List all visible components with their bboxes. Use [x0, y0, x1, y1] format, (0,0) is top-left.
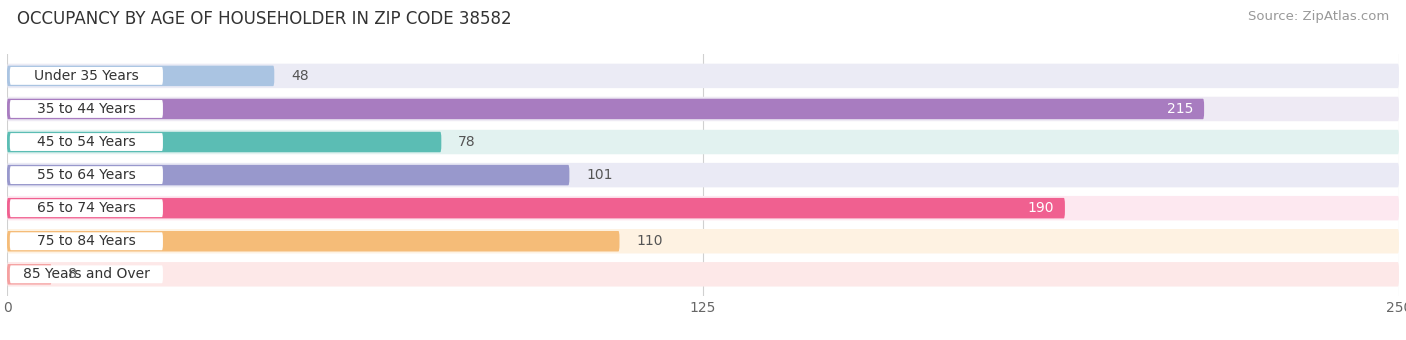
Text: 85 Years and Over: 85 Years and Over [22, 267, 150, 281]
Text: 101: 101 [586, 168, 613, 182]
FancyBboxPatch shape [7, 130, 1399, 154]
FancyBboxPatch shape [10, 232, 163, 250]
FancyBboxPatch shape [7, 97, 1399, 121]
FancyBboxPatch shape [7, 132, 441, 152]
FancyBboxPatch shape [10, 100, 163, 118]
Text: 65 to 74 Years: 65 to 74 Years [37, 201, 136, 215]
Text: 110: 110 [636, 234, 662, 248]
FancyBboxPatch shape [10, 166, 163, 184]
Text: 190: 190 [1028, 201, 1053, 215]
FancyBboxPatch shape [7, 262, 1399, 287]
FancyBboxPatch shape [10, 199, 163, 217]
FancyBboxPatch shape [7, 99, 1204, 119]
Text: Source: ZipAtlas.com: Source: ZipAtlas.com [1249, 10, 1389, 23]
Text: OCCUPANCY BY AGE OF HOUSEHOLDER IN ZIP CODE 38582: OCCUPANCY BY AGE OF HOUSEHOLDER IN ZIP C… [17, 10, 512, 28]
Text: 75 to 84 Years: 75 to 84 Years [37, 234, 136, 248]
Text: 45 to 54 Years: 45 to 54 Years [37, 135, 136, 149]
FancyBboxPatch shape [7, 229, 1399, 254]
Text: 55 to 64 Years: 55 to 64 Years [37, 168, 136, 182]
FancyBboxPatch shape [7, 196, 1399, 220]
Text: 78: 78 [458, 135, 475, 149]
FancyBboxPatch shape [10, 266, 163, 283]
FancyBboxPatch shape [7, 231, 620, 252]
Text: 35 to 44 Years: 35 to 44 Years [37, 102, 136, 116]
FancyBboxPatch shape [10, 133, 163, 151]
Text: 48: 48 [291, 69, 308, 83]
FancyBboxPatch shape [7, 264, 52, 285]
FancyBboxPatch shape [7, 198, 1064, 218]
FancyBboxPatch shape [7, 66, 274, 86]
Text: 215: 215 [1167, 102, 1192, 116]
FancyBboxPatch shape [10, 67, 163, 85]
Text: Under 35 Years: Under 35 Years [34, 69, 139, 83]
Text: 8: 8 [69, 267, 77, 281]
FancyBboxPatch shape [7, 64, 1399, 88]
FancyBboxPatch shape [7, 165, 569, 185]
FancyBboxPatch shape [7, 163, 1399, 187]
